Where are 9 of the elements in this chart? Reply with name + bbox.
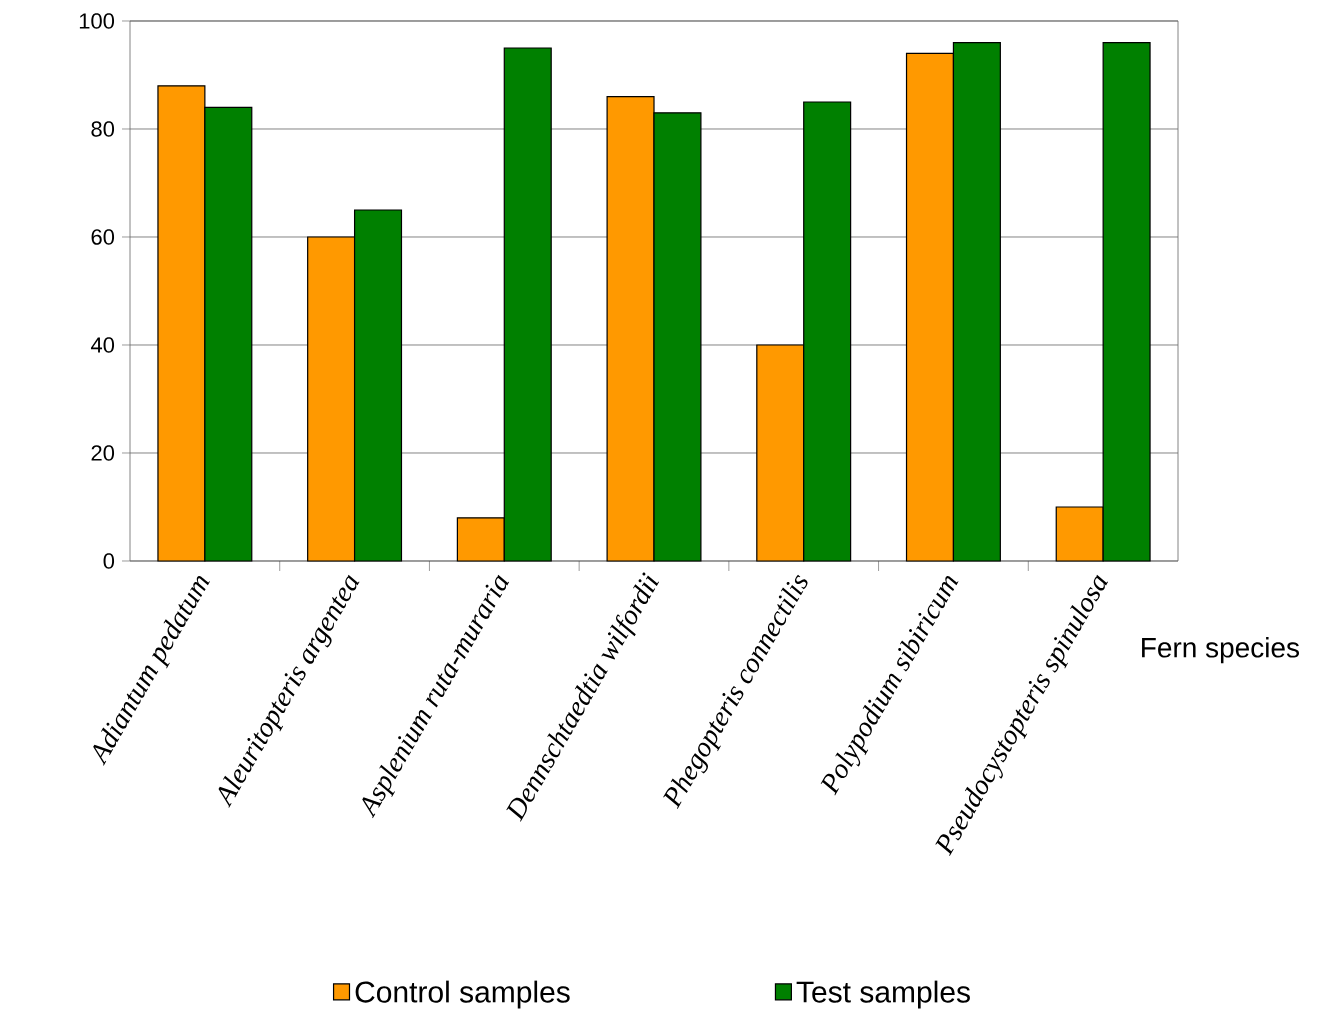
legend-label: Test samples: [796, 980, 970, 1009]
y-tick-label: 0: [103, 553, 115, 569]
y-tick-label: 20: [91, 445, 115, 461]
y-tick-label: 80: [91, 121, 115, 137]
y-tick-label: 60: [91, 229, 115, 245]
y-tick-label: 40: [90, 337, 115, 353]
x-axis-title: Fern species: [1142, 637, 1299, 664]
y-tick-label: 100: [79, 13, 115, 29]
legend-label: Control samples: [355, 980, 570, 1009]
